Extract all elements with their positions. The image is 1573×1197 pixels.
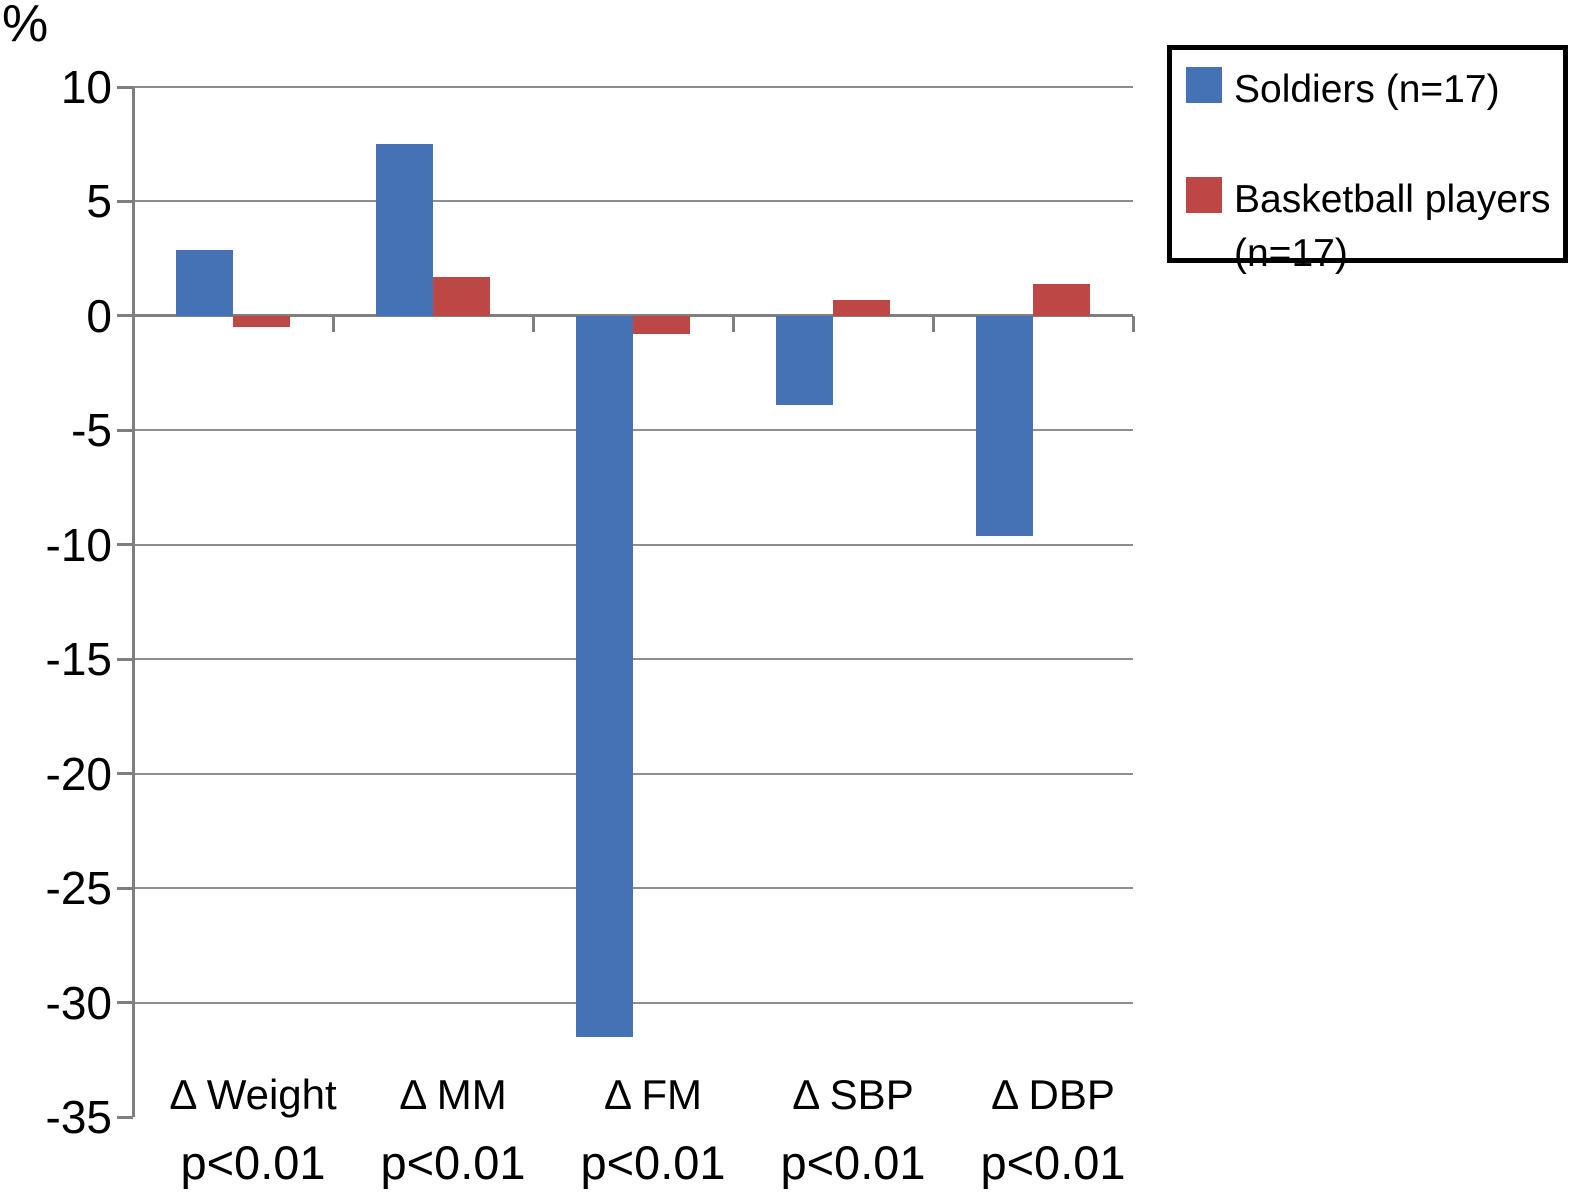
y-tick-label-5: 5 [86,175,112,228]
legend-item-soldiers: Soldiers (n=17) [1186,63,1563,117]
category-label-sbp: Δ SBP [792,1071,914,1118]
category-sublabel-weight: p<0.01 [180,1136,326,1189]
legend-item-basketball-players: Basketball players (n=17) [1186,173,1563,281]
gridline-minus15 [133,658,1133,661]
y-tick-label-minus10: -10 [45,518,112,571]
bar-soldiers-sbp [776,315,833,406]
y-tick-label-minus30: -30 [45,976,112,1029]
legend-swatch-basketball-players-icon [1186,177,1222,213]
x-axis-tick-2 [531,315,535,332]
bar-soldiers-dbp [976,315,1033,536]
category-sublabel-mm: p<0.01 [380,1136,526,1189]
bar-soldiers-mm [376,144,433,316]
gridline-minus20 [133,772,1133,775]
y-tick-minus30 [117,1001,133,1005]
y-tick-label-minus15: -15 [45,633,112,686]
category-label-mm: Δ MM [399,1071,507,1118]
category-sublabel-dbp: p<0.01 [980,1136,1126,1189]
category-sublabel-fm: p<0.01 [580,1136,726,1189]
y-axis-unit-label: % [2,0,49,53]
y-tick-label-minus5: -5 [71,404,112,457]
gridline-minus25 [133,887,1133,890]
category-label-dbp: Δ DBP [991,1071,1115,1118]
bar-soldiers-weight [176,249,233,316]
y-tick-label-0: 0 [86,289,112,342]
y-tick-minus20 [117,772,133,776]
category-label-fm: Δ FM [603,1071,703,1118]
bar-basketball-players-fm [633,315,690,335]
legend-swatch-soldiers-icon [1186,67,1222,103]
y-tick-0 [117,314,133,318]
y-axis-line [131,87,135,1117]
category-sublabel-sbp: p<0.01 [780,1136,926,1189]
bar-soldiers-fm [576,315,633,1037]
legend: Soldiers (n=17) Basketball players (n=17… [1167,45,1568,275]
bar-basketball-players-mm [433,276,490,316]
category-label-weight: Δ Weight [169,1071,337,1118]
bar-basketball-players-dbp [1033,283,1090,316]
gridline-minus5 [133,429,1133,432]
x-axis-tick-4 [931,315,935,332]
bar-basketball-players-weight [233,315,290,328]
y-tick-minus25 [117,886,133,890]
y-tick-minus15 [117,657,133,661]
x-axis-tick-1 [331,315,335,332]
y-tick-minus10 [117,543,133,547]
legend-label-soldiers: Soldiers (n=17) [1234,68,1500,111]
y-tick-label-10: 10 [60,61,112,113]
y-tick-label-minus25: -25 [45,862,112,915]
y-tick-5 [117,199,133,203]
bar-basketball-players-sbp [833,299,890,316]
gridline-minus10 [133,543,1133,546]
legend-label-basketball-players: Basketball players (n=17) [1234,178,1551,275]
gridline-5 [133,200,1133,203]
y-tick-10 [117,85,133,89]
gridline-10 [133,86,1133,88]
y-tick-label-minus20: -20 [45,747,112,800]
y-tick-minus5 [117,428,133,432]
gridline-minus30 [133,1001,1133,1004]
x-axis-tick-5 [1131,315,1135,332]
y-tick-minus35 [117,1115,133,1119]
y-tick-label-minus35: -35 [45,1091,112,1143]
x-axis-tick-3 [731,315,735,332]
